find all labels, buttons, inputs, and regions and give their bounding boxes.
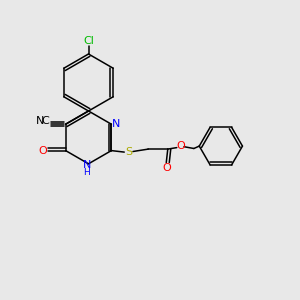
Text: O: O bbox=[163, 163, 171, 173]
Text: Cl: Cl bbox=[83, 35, 94, 46]
Text: H: H bbox=[84, 168, 90, 177]
Text: O: O bbox=[176, 141, 185, 151]
Text: N: N bbox=[83, 160, 91, 170]
Text: N: N bbox=[36, 116, 44, 126]
Text: S: S bbox=[125, 147, 132, 157]
Text: C: C bbox=[41, 116, 49, 126]
Text: O: O bbox=[38, 146, 47, 156]
Text: N: N bbox=[112, 119, 120, 129]
